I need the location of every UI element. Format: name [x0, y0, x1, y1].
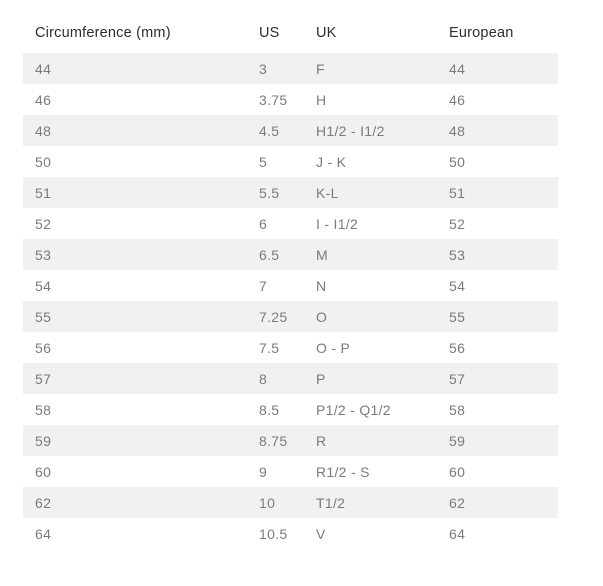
cell-uk: T1/2	[316, 494, 346, 511]
ring-size-conversion-table: Circumference (mm) US UK European 44 3 F 44…	[23, 12, 558, 549]
cell-european: 46	[449, 91, 466, 108]
column-header-us: US	[259, 24, 280, 41]
table-row: 59 8.75 R 59	[23, 425, 558, 456]
cell-uk: V	[316, 525, 326, 542]
cell-uk: H1/2 - I1/2	[316, 122, 385, 139]
cell-circumference: 59	[35, 432, 52, 449]
table-row: 62 10 T1/2 62	[23, 487, 558, 518]
cell-european: 51	[449, 184, 466, 201]
cell-circumference: 55	[35, 308, 52, 325]
cell-uk: R	[316, 432, 327, 449]
table-row: 50 5 J - K 50	[23, 146, 558, 177]
cell-us: 10	[259, 494, 276, 511]
cell-circumference: 54	[35, 277, 52, 294]
cell-european: 58	[449, 401, 466, 418]
cell-european: 48	[449, 122, 466, 139]
table-body: 44 3 F 44 46 3.75 H 46 48 4.5 H1/2 - I1/2 48 50 5 J - …	[23, 53, 558, 549]
cell-circumference: 53	[35, 246, 52, 263]
cell-us: 3	[259, 60, 268, 77]
cell-us: 8.75	[259, 432, 288, 449]
cell-us: 6	[259, 215, 268, 232]
cell-uk: F	[316, 60, 325, 77]
cell-us: 7.25	[259, 308, 288, 325]
table-row: 60 9 R1/2 - S 60	[23, 456, 558, 487]
column-header-european: European	[449, 24, 514, 41]
table-row: 53 6.5 M 53	[23, 239, 558, 270]
table-row: 57 8 P 57	[23, 363, 558, 394]
cell-circumference: 51	[35, 184, 52, 201]
cell-us: 5	[259, 153, 268, 170]
cell-uk: M	[316, 246, 328, 263]
cell-circumference: 58	[35, 401, 52, 418]
cell-european: 54	[449, 277, 466, 294]
table-row: 48 4.5 H1/2 - I1/2 48	[23, 115, 558, 146]
cell-uk: P1/2 - Q1/2	[316, 401, 391, 418]
cell-us: 8.5	[259, 401, 280, 418]
cell-circumference: 57	[35, 370, 52, 387]
cell-uk: P	[316, 370, 326, 387]
cell-us: 4.5	[259, 122, 280, 139]
cell-european: 59	[449, 432, 466, 449]
cell-us: 7	[259, 277, 268, 294]
cell-uk: O	[316, 308, 328, 325]
cell-circumference: 48	[35, 122, 52, 139]
cell-uk: O - P	[316, 339, 351, 356]
cell-us: 5.5	[259, 184, 280, 201]
cell-circumference: 46	[35, 91, 52, 108]
cell-circumference: 60	[35, 463, 52, 480]
cell-us: 8	[259, 370, 268, 387]
cell-us: 6.5	[259, 246, 280, 263]
cell-circumference: 64	[35, 525, 52, 542]
table-row: 56 7.5 O - P 56	[23, 332, 558, 363]
table-row: 51 5.5 K-L 51	[23, 177, 558, 208]
table-row: 55 7.25 O 55	[23, 301, 558, 332]
cell-uk: I - I1/2	[316, 215, 359, 232]
cell-uk: J - K	[316, 153, 347, 170]
cell-us: 3.75	[259, 91, 288, 108]
cell-circumference: 56	[35, 339, 52, 356]
cell-us: 10.5	[259, 525, 288, 542]
table-row: 52 6 I - I1/2 52	[23, 208, 558, 239]
table-row: 46 3.75 H 46	[23, 84, 558, 115]
column-header-circumference: Circumference (mm)	[35, 24, 171, 41]
cell-european: 53	[449, 246, 466, 263]
table-row: 64 10.5 V 64	[23, 518, 558, 549]
table-row: 44 3 F 44	[23, 53, 558, 84]
cell-european: 44	[449, 60, 466, 77]
cell-circumference: 50	[35, 153, 52, 170]
cell-european: 62	[449, 494, 466, 511]
cell-us: 9	[259, 463, 268, 480]
table-row: 54 7 N 54	[23, 270, 558, 301]
cell-circumference: 62	[35, 494, 52, 511]
cell-european: 64	[449, 525, 466, 542]
cell-european: 55	[449, 308, 466, 325]
cell-uk: K-L	[316, 184, 339, 201]
table-row: 58 8.5 P1/2 - Q1/2 58	[23, 394, 558, 425]
column-header-uk: UK	[316, 24, 337, 41]
cell-uk: H	[316, 91, 327, 108]
cell-circumference: 44	[35, 60, 52, 77]
cell-european: 56	[449, 339, 466, 356]
table-header-row: Circumference (mm) US UK European	[23, 12, 558, 53]
cell-us: 7.5	[259, 339, 280, 356]
cell-european: 57	[449, 370, 466, 387]
cell-european: 50	[449, 153, 466, 170]
cell-circumference: 52	[35, 215, 52, 232]
cell-european: 52	[449, 215, 466, 232]
cell-uk: R1/2 - S	[316, 463, 370, 480]
cell-european: 60	[449, 463, 466, 480]
cell-uk: N	[316, 277, 327, 294]
